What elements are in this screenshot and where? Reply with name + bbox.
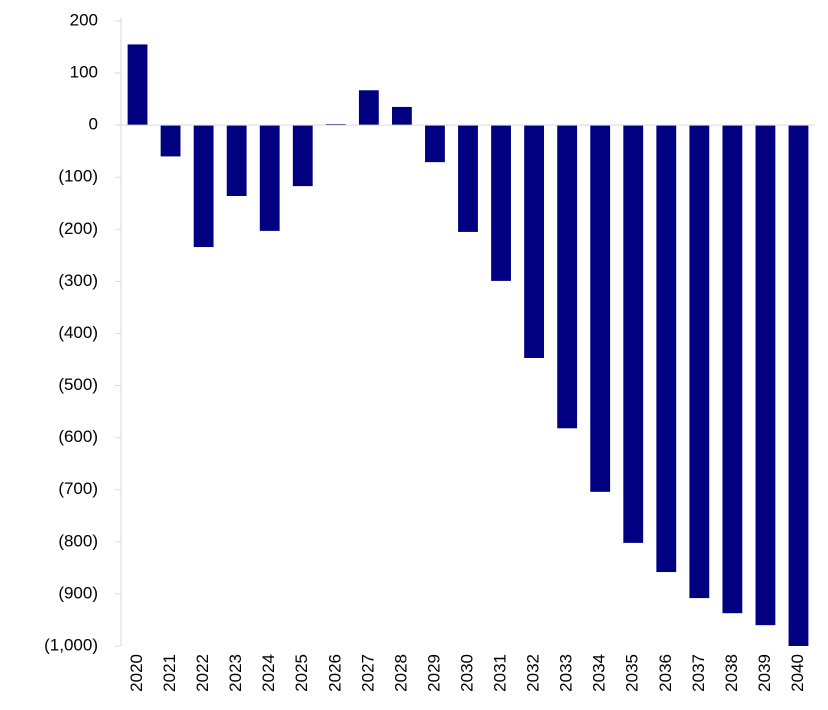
bar <box>722 125 743 614</box>
x-tick-label: 2030 <box>457 654 476 692</box>
y-tick-label: (800) <box>58 531 98 550</box>
bar <box>193 125 214 248</box>
bar <box>524 125 545 358</box>
x-tick-label: 2037 <box>689 654 708 692</box>
bar <box>160 125 181 157</box>
y-tick-label: (1,000) <box>44 635 98 654</box>
x-tick-label: 2032 <box>524 654 543 692</box>
x-tick-label: 2031 <box>491 654 510 692</box>
x-tick-label: 2039 <box>755 654 774 692</box>
y-tick-label: (300) <box>58 271 98 290</box>
y-tick-label: 200 <box>70 10 98 29</box>
y-tick-label: (100) <box>58 167 98 186</box>
x-tick-label: 2034 <box>590 654 609 692</box>
y-tick-label: (900) <box>58 583 98 602</box>
bar <box>325 124 346 126</box>
x-tick-label: 2038 <box>722 654 741 692</box>
bar <box>358 90 379 126</box>
y-tick-label: (400) <box>58 323 98 342</box>
bar <box>623 125 644 543</box>
x-tick-label: 2028 <box>391 654 410 692</box>
x-tick-label: 2020 <box>127 654 146 692</box>
bar <box>391 106 412 126</box>
bar <box>458 125 478 232</box>
x-tick-label: 2022 <box>193 654 212 692</box>
bar <box>292 125 313 187</box>
bar <box>425 125 445 163</box>
bar <box>226 125 247 196</box>
bar <box>689 125 710 599</box>
bar <box>491 125 511 281</box>
bar <box>259 125 280 231</box>
x-tick-label: 2023 <box>226 654 245 692</box>
y-tick-label: (200) <box>58 219 98 238</box>
x-tick-label: 2025 <box>292 654 311 692</box>
bar <box>656 125 677 573</box>
x-tick-label: 2021 <box>160 654 179 692</box>
x-tick-label: 2027 <box>358 654 377 692</box>
x-tick-label: 2026 <box>325 654 344 692</box>
y-tick-label: (600) <box>58 427 98 446</box>
y-tick-label: 0 <box>89 115 98 134</box>
x-tick-label: 2029 <box>424 654 443 692</box>
y-tick-label: (500) <box>58 375 98 394</box>
x-tick-label: 2035 <box>623 654 642 692</box>
bar <box>127 44 148 126</box>
bar <box>788 125 809 646</box>
y-tick-label: (700) <box>58 479 98 498</box>
bar <box>590 125 611 492</box>
bar <box>557 125 578 429</box>
bar <box>755 125 776 626</box>
x-tick-label: 2024 <box>259 654 278 692</box>
x-tick-label: 2036 <box>656 654 675 692</box>
x-tick-label: 2033 <box>557 654 576 692</box>
x-tick-label: 2040 <box>788 654 807 692</box>
y-tick-label: 100 <box>70 63 98 82</box>
